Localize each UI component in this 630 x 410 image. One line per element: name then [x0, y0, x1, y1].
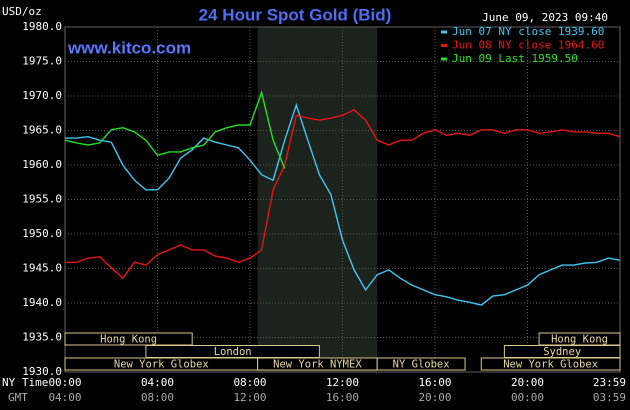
legend-swatch	[441, 57, 447, 61]
y-tick-label: 1965.0	[22, 124, 62, 137]
y-tick-label: 1980.0	[22, 20, 62, 33]
series-line	[65, 108, 621, 280]
watermark: www.kitco.com	[67, 38, 191, 57]
x2-tick-label: 04:00	[48, 391, 81, 404]
y-tick-label: 1975.0	[22, 55, 62, 68]
session-box	[376, 357, 466, 371]
x-tick-label: 12:00	[326, 376, 359, 389]
y-tick-label: 1940.0	[22, 296, 62, 309]
x2-tick-label: 00:00	[511, 391, 544, 404]
session-label: Sydney	[543, 346, 581, 358]
session-label: Hong Kong	[100, 334, 157, 346]
legend-label: Jun 09 Last 1959.50	[452, 52, 578, 65]
x2-tick-label: 20:00	[418, 391, 451, 404]
x2-tick-label: 03:59	[593, 391, 626, 404]
timestamp: June 09, 2023 09:40	[482, 11, 608, 24]
x2-tick-label: 08:00	[141, 391, 174, 404]
x-axis-label: NY Time	[2, 376, 48, 389]
x-tick-label: 08:00	[233, 376, 266, 389]
chart-title: 24 Hour Spot Gold (Bid)	[199, 5, 392, 24]
session-box	[64, 332, 193, 346]
y-tick-label: 1970.0	[22, 89, 62, 102]
session-label: New York Globex	[503, 359, 598, 371]
y-tick-label: 1935.0	[22, 331, 62, 344]
legend-swatch	[441, 30, 447, 34]
x-tick-label: 16:00	[418, 376, 451, 389]
x2-axis-label: GMT	[8, 391, 28, 404]
x2-tick-label: 16:00	[326, 391, 359, 404]
legend-label: Jun 07 NY close 1939.60	[452, 25, 604, 38]
session-label: NY Globex	[393, 359, 450, 371]
session-box	[480, 357, 621, 371]
x-tick-label: 20:00	[511, 376, 544, 389]
session-label: Hong Kong	[551, 334, 608, 346]
y-tick-label: 1955.0	[22, 193, 62, 206]
y-unit: USD/oz	[2, 5, 42, 18]
session-label: New York Globex	[114, 359, 209, 371]
series-line	[64, 90, 286, 169]
y-tick-label: 1960.0	[22, 158, 62, 171]
legend-swatch	[441, 44, 447, 47]
legend-label: Jun 08 NY close 1964.60	[452, 39, 604, 52]
x-tick-label: 23:59	[593, 376, 626, 389]
session-label: London	[214, 346, 252, 358]
x2-tick-label: 12:00	[233, 391, 266, 404]
session-label: New York NYMEX	[273, 359, 362, 371]
y-tick-label: 1930.0	[22, 365, 62, 378]
y-tick-label: 1950.0	[22, 227, 62, 240]
y-tick-label: 1945.0	[22, 262, 62, 275]
series-line	[65, 102, 621, 306]
x-tick-label: 04:00	[141, 376, 174, 389]
x-tick-label: 00:00	[48, 376, 81, 389]
